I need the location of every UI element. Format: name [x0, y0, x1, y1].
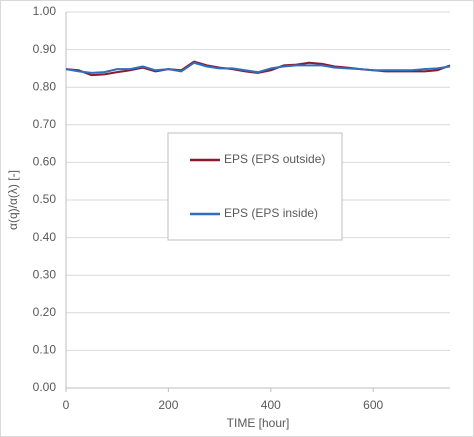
- y-tick-label: 0.60: [33, 155, 57, 169]
- y-tick-label: 0.20: [33, 305, 57, 319]
- legend-label: EPS (EPS inside): [224, 206, 318, 220]
- y-tick-label: 0.50: [33, 192, 57, 206]
- x-tick-label: 400: [261, 398, 281, 412]
- x-axis-title: TIME [hour]: [227, 416, 290, 430]
- y-tick-label: 0.70: [33, 117, 57, 131]
- data-line: [65, 61, 451, 74]
- legend-box: [167, 132, 343, 241]
- y-tick-label: 0.00: [33, 380, 57, 394]
- y-tick-label: 0.30: [33, 267, 57, 281]
- x-tick-label: 0: [63, 398, 70, 412]
- y-axis-title: α(q)/α(λ) [-]: [6, 170, 20, 230]
- y-tick-label: 0.40: [33, 230, 57, 244]
- x-tick-label: 600: [363, 398, 383, 412]
- x-tick-label: 200: [158, 398, 178, 412]
- y-tick-label: 0.80: [33, 79, 57, 93]
- y-tick-label: 0.90: [33, 42, 57, 56]
- y-tick-label: 0.10: [33, 343, 57, 357]
- legend-label: EPS (EPS outside): [224, 152, 325, 166]
- y-tick-label: 1.00: [33, 4, 57, 18]
